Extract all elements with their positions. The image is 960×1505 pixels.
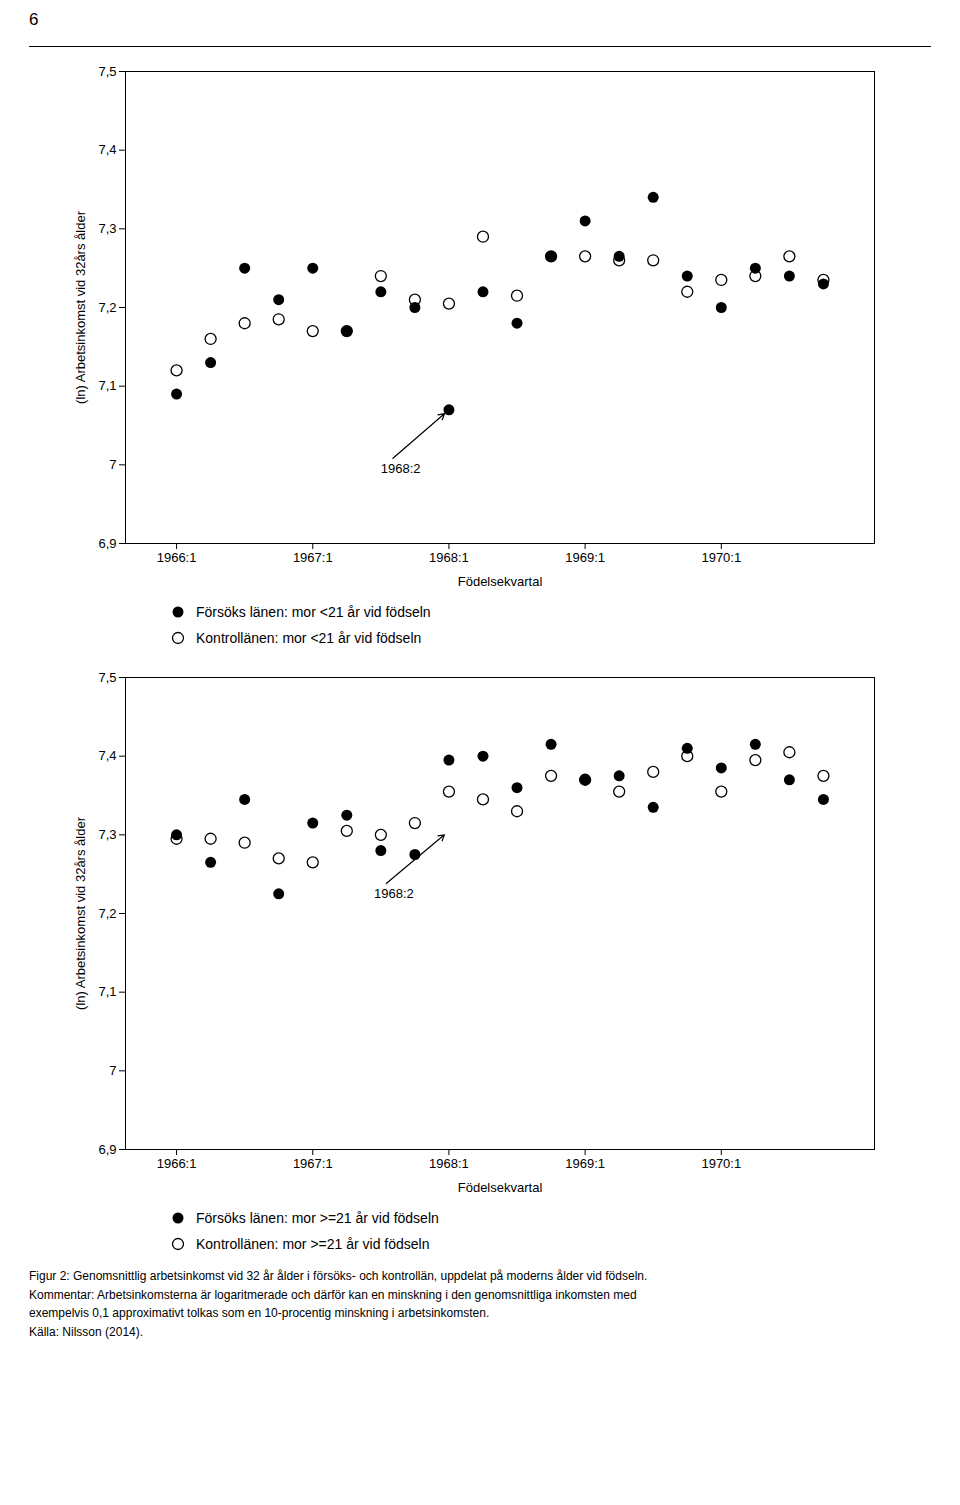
svg-text:1968:1: 1968:1 <box>429 1156 469 1171</box>
svg-text:7,4: 7,4 <box>98 748 116 763</box>
svg-text:1970:1: 1970:1 <box>701 550 741 565</box>
svg-text:7: 7 <box>109 1063 116 1078</box>
html-text:exempelvis 0,1 approximativt t: exempelvis 0,1 approximativt tolkas som … <box>29 1306 490 1321</box>
svg-text:1969:1: 1969:1 <box>565 550 605 565</box>
svg-text:(ln) Arbetsinkomst vid 32års å: (ln) Arbetsinkomst vid 32års ålder <box>73 210 88 404</box>
svg-text:1969:1: 1969:1 <box>565 1156 605 1171</box>
svg-text:1968:2: 1968:2 <box>381 461 421 476</box>
svg-text:1966:1: 1966:1 <box>157 1156 197 1171</box>
html-text:Kommentar: Arbetsinkomsterna ä: Kommentar: Arbetsinkomsterna är logaritm… <box>29 1287 637 1302</box>
svg-text:1968:2: 1968:2 <box>374 886 414 901</box>
html-text:Källa: Nilsson (2014).: Källa: Nilsson (2014). <box>29 1324 144 1339</box>
svg-text:6,9: 6,9 <box>98 536 116 551</box>
svg-text:1966:1: 1966:1 <box>157 550 197 565</box>
html-text:Figur 2: Genomsnittlig arbetsi: Figur 2: Genomsnittlig arbetsinkomst vid… <box>29 1269 648 1283</box>
svg-text:7,1: 7,1 <box>98 984 116 999</box>
svg-text:1970:1: 1970:1 <box>701 1156 741 1171</box>
svg-text:7,2: 7,2 <box>98 906 116 921</box>
html-text:Kontrollänen: mor <21 år vid f: Kontrollänen: mor <21 år vid födseln <box>196 630 422 646</box>
svg-text:7,3: 7,3 <box>98 221 116 236</box>
html-text:Kontrollänen: mor >=21 år vid: Kontrollänen: mor >=21 år vid födseln <box>196 1236 430 1252</box>
svg-text:7,5: 7,5 <box>98 670 116 685</box>
svg-text:(ln) Arbetsinkomst vid 32års å: (ln) Arbetsinkomst vid 32års ålder <box>73 816 88 1010</box>
svg-text:1967:1: 1967:1 <box>293 1156 333 1171</box>
svg-text:6,9: 6,9 <box>98 1142 116 1157</box>
svg-text:1968:1: 1968:1 <box>429 550 469 565</box>
svg-text:7,2: 7,2 <box>98 300 116 315</box>
html-text:Försöks länen: mor >=21 år vid: Försöks länen: mor >=21 år vid födseln <box>196 1210 439 1226</box>
svg-text:1967:1: 1967:1 <box>293 550 333 565</box>
svg-text:7,1: 7,1 <box>98 378 116 393</box>
svg-text:Födelsekvartal: Födelsekvartal <box>458 1180 543 1195</box>
svg-text:Födelsekvartal: Födelsekvartal <box>458 574 543 589</box>
html-text:6: 6 <box>29 10 39 29</box>
svg-text:7,5: 7,5 <box>98 64 116 79</box>
html-text:Försöks länen: mor <21 år vid: Försöks länen: mor <21 år vid födseln <box>196 604 431 620</box>
svg-text:7: 7 <box>109 457 116 472</box>
svg-text:7,4: 7,4 <box>98 142 116 157</box>
svg-text:7,3: 7,3 <box>98 827 116 842</box>
